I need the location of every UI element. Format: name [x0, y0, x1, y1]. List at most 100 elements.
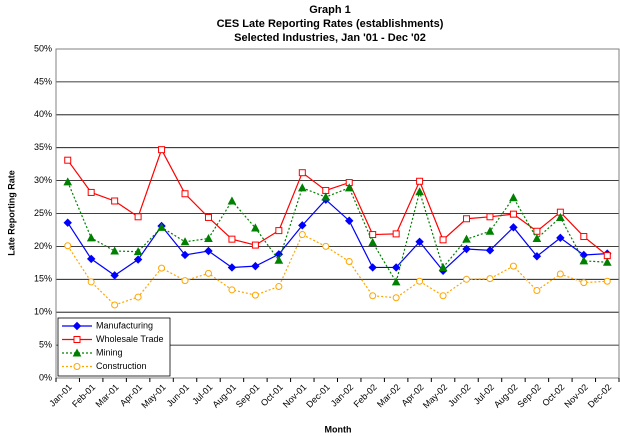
marker	[321, 192, 331, 201]
marker	[227, 263, 237, 272]
marker	[72, 348, 82, 357]
series-line	[67, 148, 608, 257]
marker	[533, 286, 541, 294]
chart-subtitle: Selected Industries, Jan '01 - Dec '02	[234, 32, 426, 44]
x-tick-label: Jan-01	[47, 382, 74, 409]
marker	[204, 213, 212, 221]
legend-label: Manufacturing	[96, 320, 153, 330]
y-tick-label: 10%	[34, 307, 52, 317]
chart-subtitle: CES Late Reporting Rates (establishments…	[217, 18, 444, 30]
marker	[462, 234, 471, 243]
marker	[603, 277, 611, 285]
marker	[462, 244, 471, 254]
marker	[416, 277, 424, 285]
marker	[533, 227, 541, 235]
marker	[87, 188, 95, 196]
marker	[322, 242, 330, 250]
marker	[251, 261, 260, 271]
marker	[298, 221, 307, 230]
marker	[73, 336, 81, 343]
marker	[275, 227, 283, 235]
y-tick-label: 25%	[34, 208, 52, 218]
series	[63, 195, 612, 280]
y-tick-label: 40%	[34, 109, 52, 119]
x-axis-title: Month	[325, 424, 352, 434]
marker	[556, 233, 565, 243]
series	[64, 146, 611, 260]
x-tick-label: Dec-01	[304, 382, 332, 410]
marker	[391, 263, 401, 272]
marker	[228, 286, 236, 294]
marker	[509, 193, 518, 202]
legend-label: Construction	[96, 361, 147, 371]
marker	[180, 237, 190, 246]
marker	[180, 250, 190, 260]
marker	[439, 292, 447, 300]
chart-title: Graph 1	[309, 4, 351, 16]
marker	[580, 233, 588, 241]
marker	[251, 291, 259, 299]
marker	[275, 283, 283, 291]
marker	[110, 271, 119, 280]
marker	[111, 197, 119, 205]
marker	[72, 321, 82, 331]
marker	[344, 183, 354, 192]
marker	[297, 183, 307, 192]
marker	[463, 215, 471, 223]
x-tick-label: Jan-02	[329, 382, 356, 409]
marker	[485, 246, 495, 255]
series	[63, 177, 612, 286]
y-tick-label: 5%	[39, 339, 52, 349]
marker	[158, 146, 166, 154]
x-tick-label: Jun-02	[446, 382, 473, 409]
marker	[509, 210, 517, 218]
marker	[110, 246, 119, 255]
x-tick-label: May-01	[139, 382, 167, 410]
marker	[133, 247, 143, 256]
marker	[251, 223, 260, 232]
marker	[369, 292, 377, 300]
marker	[439, 236, 447, 244]
marker	[580, 279, 588, 287]
marker	[274, 255, 284, 264]
marker	[532, 252, 542, 261]
marker	[181, 277, 189, 285]
marker	[181, 190, 189, 198]
marker	[415, 237, 424, 247]
marker	[345, 216, 354, 225]
y-tick-label: 0%	[39, 372, 52, 382]
marker	[556, 212, 565, 221]
series	[64, 231, 611, 309]
marker	[228, 235, 236, 243]
marker	[391, 277, 401, 286]
x-tick-label: Oct-01	[259, 382, 285, 408]
legend-label: Mining	[96, 347, 123, 357]
marker	[368, 263, 377, 272]
marker	[64, 242, 72, 250]
marker	[415, 187, 424, 196]
marker	[602, 257, 612, 266]
y-tick-label: 50%	[34, 43, 52, 53]
x-tick-label: Feb-01	[70, 382, 97, 409]
marker	[204, 246, 213, 256]
y-axis-title: Late Reporting Rate	[6, 170, 16, 256]
x-tick-label: Feb-02	[352, 382, 379, 409]
marker	[485, 226, 495, 235]
marker	[134, 213, 142, 221]
marker	[86, 233, 96, 242]
marker	[345, 258, 353, 266]
x-tick-label: Dec-02	[586, 382, 614, 410]
series-line	[67, 233, 608, 306]
marker	[509, 262, 517, 270]
marker	[63, 218, 72, 227]
marker	[298, 231, 306, 239]
marker	[63, 177, 73, 186]
marker	[86, 254, 96, 264]
marker	[204, 233, 213, 243]
y-tick-label: 35%	[34, 142, 52, 152]
x-tick-label: Nov-02	[562, 382, 590, 410]
legend-label: Wholesale Trade	[96, 334, 164, 344]
x-tick-label: Sep-02	[515, 382, 543, 410]
marker	[532, 233, 542, 243]
y-tick-label: 15%	[34, 274, 52, 284]
